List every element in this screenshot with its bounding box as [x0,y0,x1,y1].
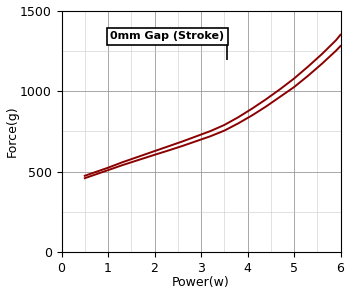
Text: 0mm Gap (Stroke): 0mm Gap (Stroke) [110,31,224,41]
Y-axis label: Force(g): Force(g) [6,106,19,157]
X-axis label: Power(w): Power(w) [172,276,230,289]
